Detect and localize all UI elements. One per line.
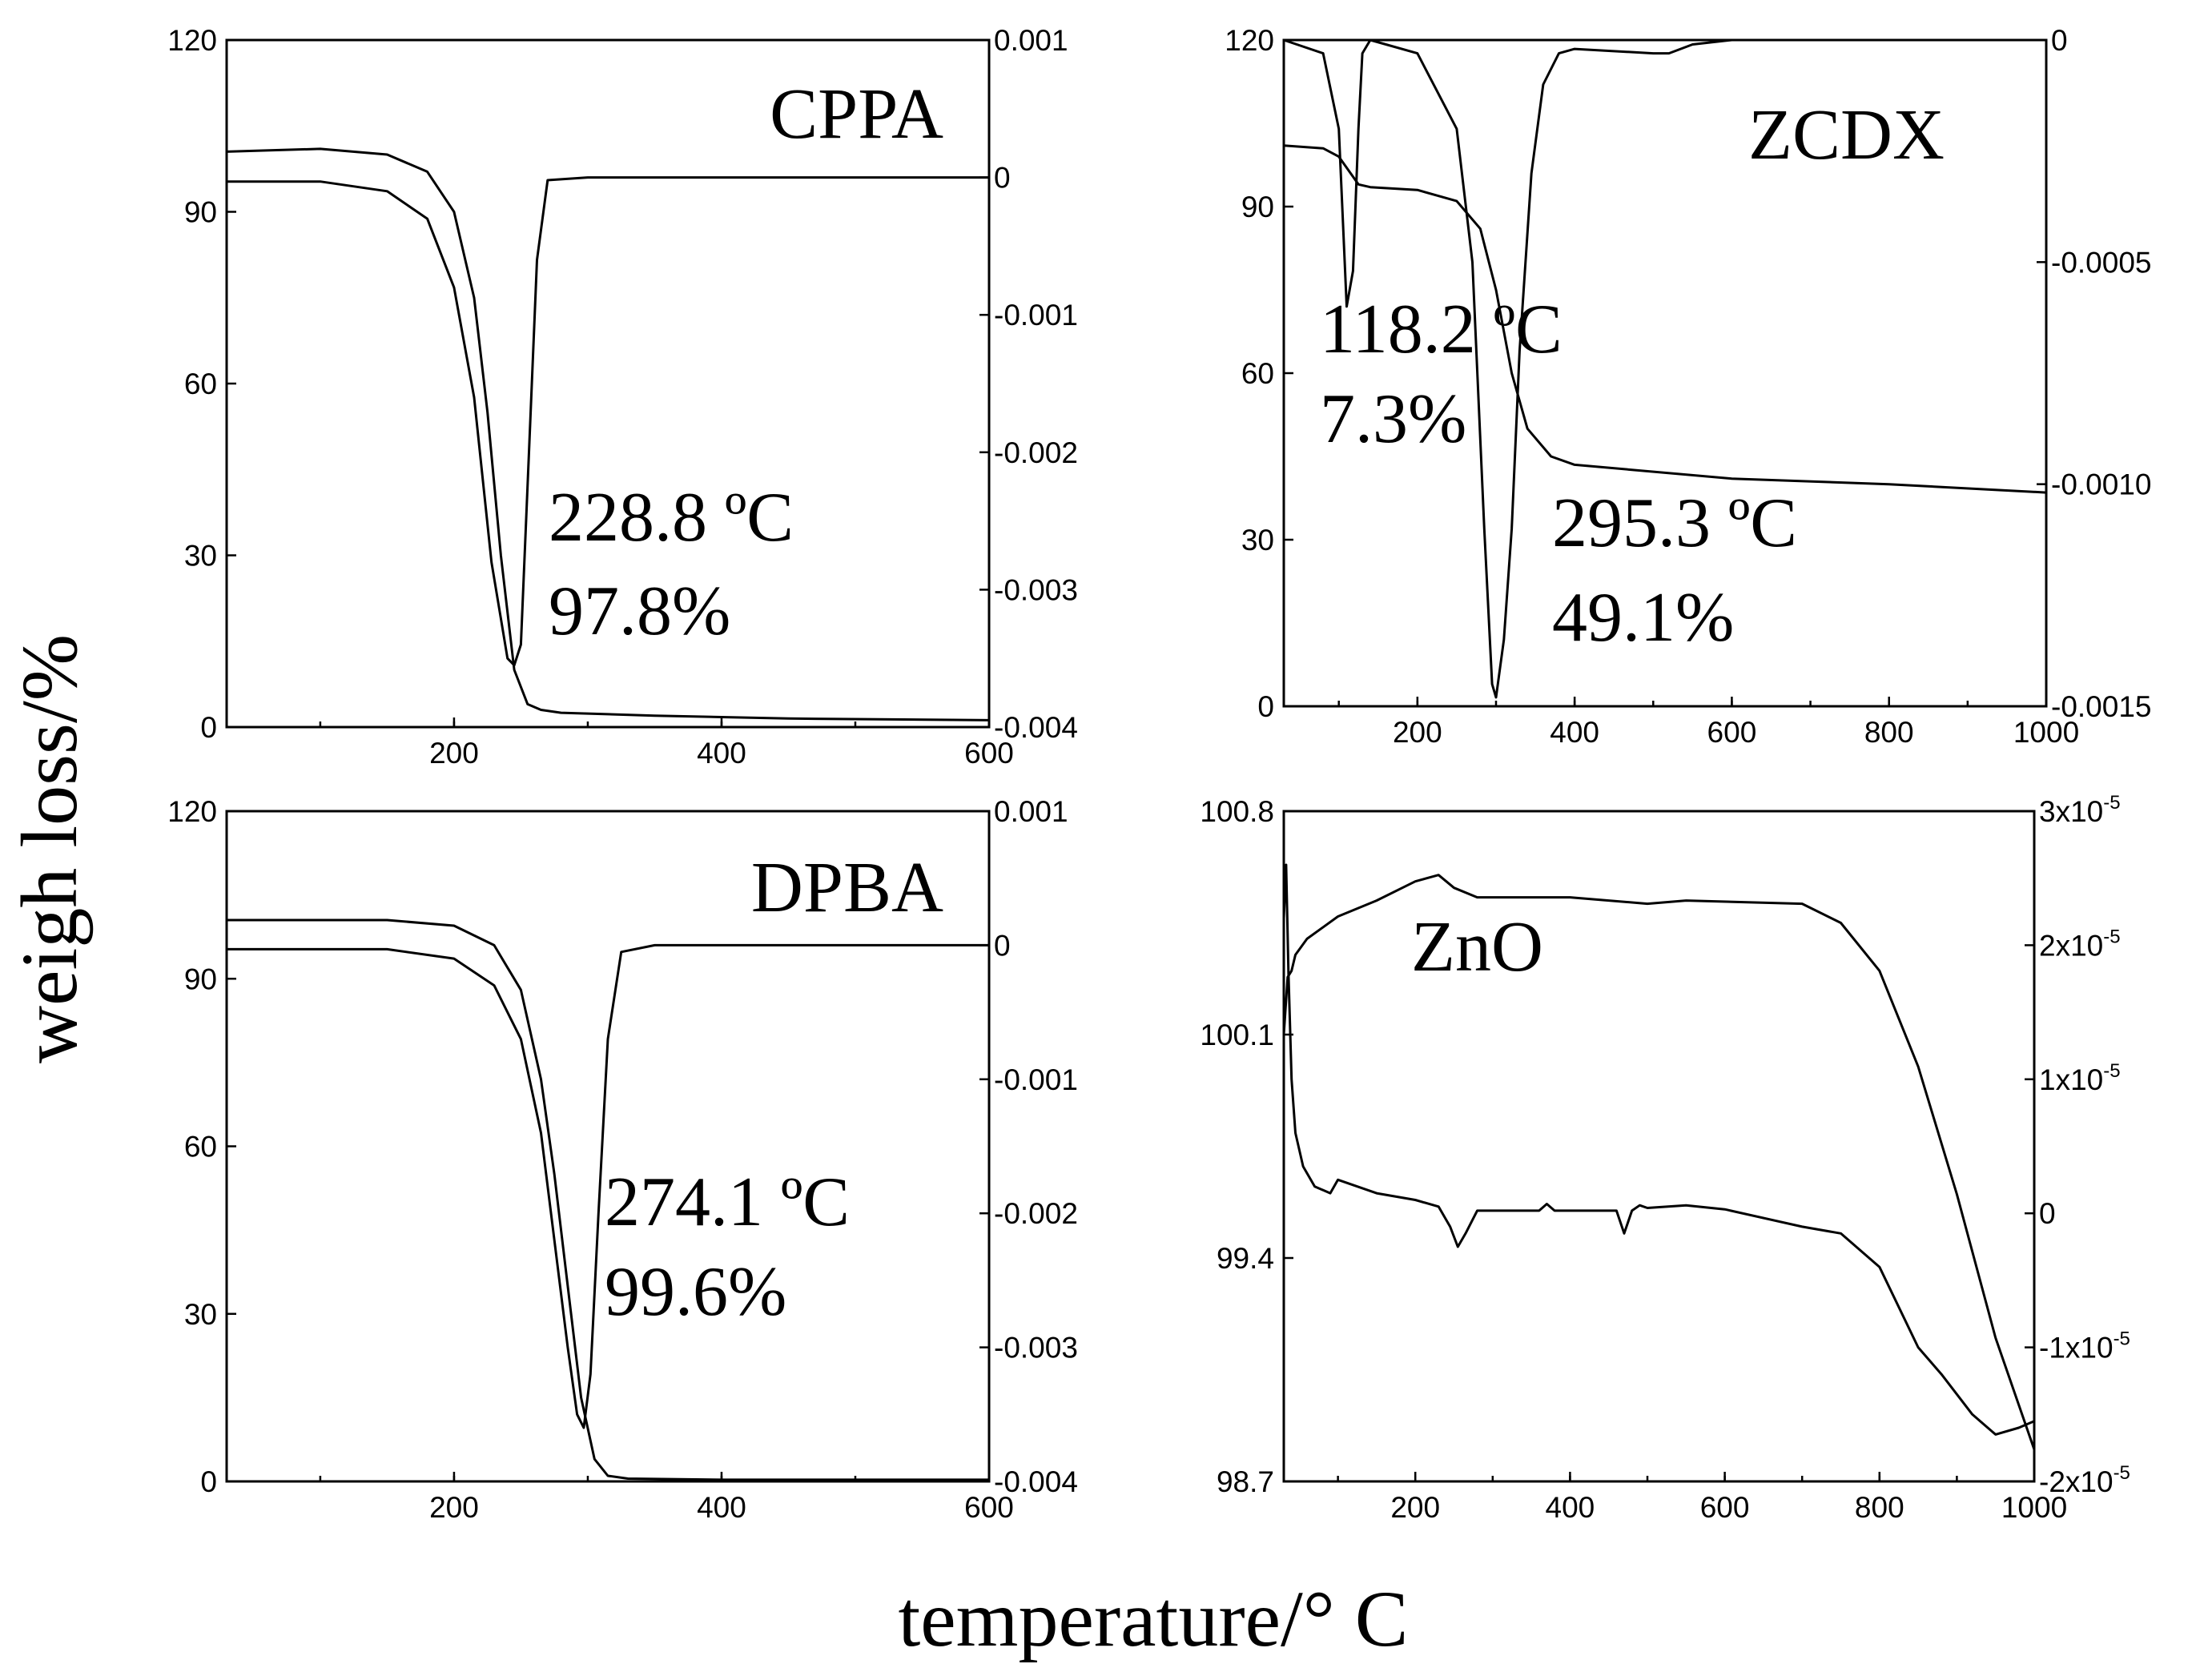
- y2-tick-label: -0.001: [994, 299, 1078, 332]
- y2-tick-label: 0.001: [994, 795, 1068, 828]
- y-tick-label: 100.1: [1200, 1019, 1274, 1051]
- y-tick-label: 100.8: [1200, 795, 1274, 828]
- panel-zcdx: 200 400 600 800 1000 0 30 60 90 120 0 -0.0005 -0.001…: [1225, 24, 2151, 749]
- x-tick-label: 400: [697, 737, 746, 770]
- x-tick-label: 400: [1546, 1491, 1595, 1524]
- annotation-label: 49.1%: [1552, 579, 1734, 657]
- y2-tick-label: -0.004: [994, 711, 1078, 744]
- y2-tick-label: -0.001: [994, 1063, 1078, 1096]
- y2-tick-exponent: -5: [2103, 1060, 2120, 1082]
- y2-tick-label: -2x10-5: [2039, 1462, 2130, 1498]
- x-tick-label: 600: [1707, 716, 1757, 749]
- y2-tick-label: -0.004: [994, 1465, 1078, 1498]
- annotation-label: 97.8%: [549, 573, 730, 650]
- y2-tick-exponent: -5: [2103, 792, 2120, 814]
- annotation-label: 274.1 ºC: [605, 1164, 850, 1241]
- series-line-dtg: [1283, 38, 2046, 699]
- series-line-dtg: [1282, 863, 2035, 1436]
- x-tick-label: 200: [1390, 1491, 1440, 1524]
- y2-tick-exponent: -5: [2103, 926, 2120, 947]
- panel-title: DPBA: [751, 848, 943, 927]
- y-tick-label: 90: [184, 963, 217, 995]
- y-tick-label: 120: [167, 24, 217, 57]
- y-tick-label: 30: [184, 1298, 217, 1331]
- y2-tick-label: 1x10-5: [2039, 1060, 2121, 1096]
- y2-tick-label: -0.003: [994, 573, 1078, 606]
- series-line-tg: [1282, 874, 2036, 1450]
- series-line-tg: [1283, 144, 2047, 494]
- y-tick-label: 98.7: [1217, 1465, 1274, 1498]
- x-tick-label: 200: [429, 1491, 479, 1524]
- y2-tick-label: 3x10-5: [2039, 792, 2121, 828]
- x-tick-label: 800: [1855, 1491, 1904, 1524]
- y-tick-label: 0: [200, 711, 217, 744]
- y-axis-title: weigh loss/%: [5, 634, 94, 1063]
- y-tick-label: 0: [200, 1465, 217, 1498]
- y-tick-label: 60: [184, 368, 217, 400]
- x-tick-label: 400: [1550, 716, 1599, 749]
- y2-tick-label: -0.002: [994, 1197, 1078, 1230]
- annotation-label: ZnO: [1411, 907, 1543, 987]
- y2-tick-label: 0: [994, 929, 1011, 962]
- annotation-label: 7.3%: [1320, 380, 1466, 458]
- y2-tick-label: 0: [2051, 24, 2068, 57]
- x-tick-label: 1000: [2001, 1491, 2067, 1524]
- y-tick-label: 90: [1241, 191, 1274, 223]
- y2-tick-label: -0.0015: [2051, 690, 2152, 723]
- y-tick-label: 120: [167, 795, 217, 828]
- y-tick-label: 0: [1257, 690, 1274, 723]
- panel-zno: 200 400 600 800 1000 98.7 99.4 100.1 100.8 3x10-5…: [1200, 792, 2130, 1524]
- y2-tick-label: 0: [994, 162, 1011, 195]
- series-line-dtg: [227, 943, 989, 1429]
- series-line-tg: [226, 147, 990, 721]
- y2-tick-label: -0.003: [994, 1332, 1078, 1364]
- series-line-dtg: [227, 176, 989, 667]
- y2-tick-label: 0.001: [994, 24, 1068, 57]
- y-tick-label: 60: [184, 1131, 217, 1164]
- x-tick-label: 200: [1393, 716, 1442, 749]
- y2-tick-label: -0.0010: [2051, 468, 2152, 501]
- x-tick-label: 200: [429, 737, 479, 770]
- y2-tick-label: -0.002: [994, 436, 1078, 469]
- y2-tick-label: 2x10-5: [2039, 926, 2121, 962]
- annotation-label: 228.8 ºC: [549, 479, 794, 557]
- x-tick-label: 600: [964, 737, 1014, 770]
- y2-tick-label: -0.0005: [2051, 246, 2152, 279]
- annotation-label: 295.3 ºC: [1552, 484, 1797, 562]
- y2-tick-exponent: -5: [2114, 1328, 2130, 1350]
- y2-tick-exponent: -5: [2114, 1462, 2130, 1484]
- x-axis-title: temperature/° C: [899, 1574, 1409, 1663]
- x-tick-label: 800: [1864, 716, 1914, 749]
- panel-cppa: 200 400 600 0 30 60 90 120 0.001 0 -0.001 -0.002 -0.…: [167, 24, 1078, 770]
- y-tick-label: 60: [1241, 357, 1274, 390]
- panel-title: ZCDX: [1748, 95, 1945, 175]
- x-tick-label: 400: [697, 1491, 746, 1524]
- y2-tick-label: 0: [2039, 1197, 2056, 1230]
- x-tick-label: 1000: [2013, 716, 2079, 749]
- panel-title: CPPA: [770, 74, 943, 154]
- y-tick-label: 90: [184, 196, 217, 229]
- plot-frame: [1282, 810, 2036, 1483]
- y-tick-label: 30: [184, 540, 217, 573]
- x-tick-label: 600: [1700, 1491, 1750, 1524]
- y-tick-label: 30: [1241, 524, 1274, 557]
- series-line-tg: [227, 918, 989, 1481]
- annotation-label: 99.6%: [605, 1253, 786, 1331]
- y-tick-label: 120: [1225, 24, 1274, 57]
- panel-dpba: 200 400 600 0 30 60 90 120 0.001 0 -0.001 -0.002 -0.…: [167, 795, 1078, 1524]
- y2-tick-label: -1x10-5: [2039, 1328, 2130, 1364]
- y-tick-label: 99.4: [1217, 1242, 1274, 1275]
- annotation-label: 118.2 ºC: [1320, 291, 1563, 368]
- x-tick-label: 600: [964, 1491, 1014, 1524]
